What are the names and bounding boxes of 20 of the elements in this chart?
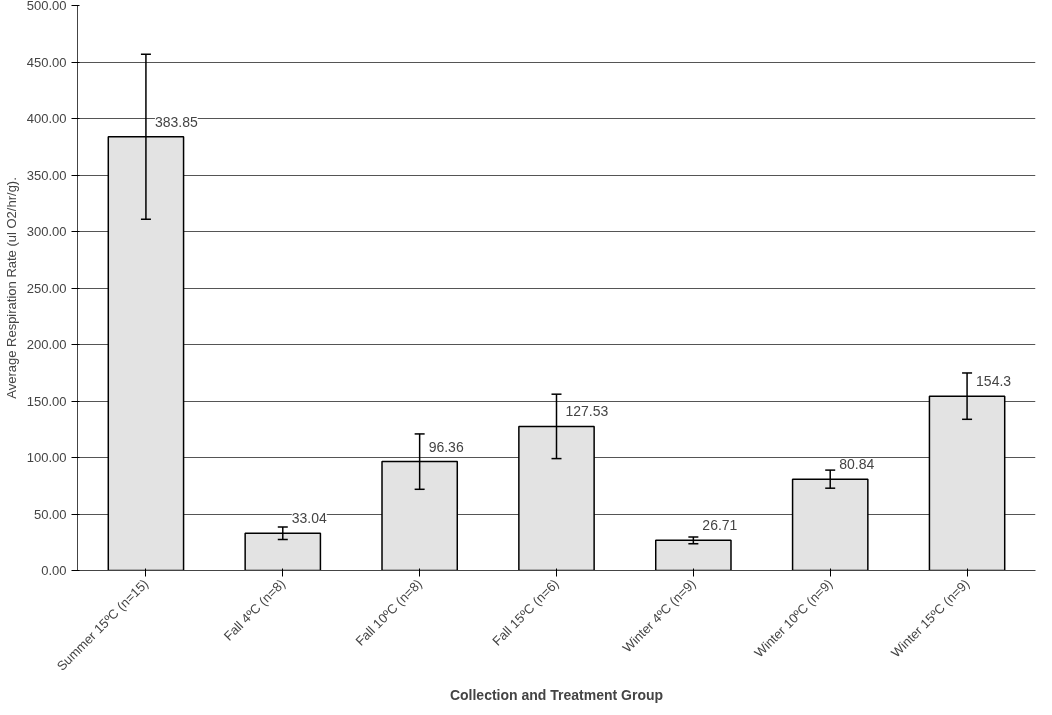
y-tick-label: 100.00 [26,450,67,465]
y-tick-label: 450.00 [26,54,67,70]
y-tick-label: 250.00 [26,280,67,296]
x-axis-title: Collection and Treatment Group [449,686,664,703]
y-tick-label: 0.00 [41,563,67,578]
data-label: 383.85 [154,113,198,130]
y-tick-label: 150.00 [26,393,67,409]
y-tick-label: 300.00 [26,224,67,239]
y-tick-label: 400.00 [26,111,67,126]
y-tick-label: 500.00 [26,0,67,13]
data-label: 127.53 [565,403,609,420]
y-tick-label: 350.00 [26,167,67,183]
data-label: 33.04 [291,510,328,527]
data-label: 80.84 [839,456,875,473]
data-label: 154.3 [976,373,1012,390]
y-axis-title: Average Respiration Rate (ul O2/hr/g). [3,177,19,399]
data-label: 96.36 [428,438,464,455]
data-label: 26.71 [702,517,738,534]
y-tick-label: 50.00 [33,506,67,522]
y-tick-label: 200.00 [26,337,67,352]
